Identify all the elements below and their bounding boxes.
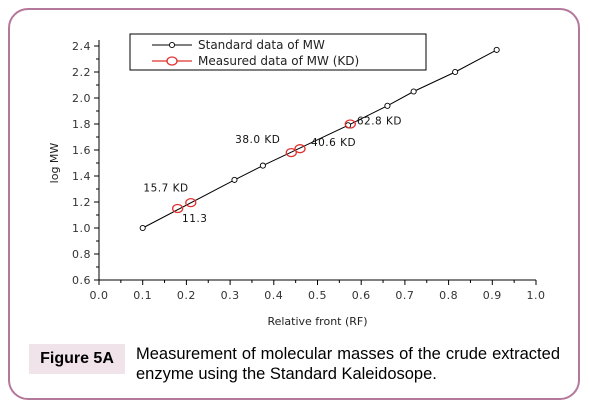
y-tick-label: 1.4 [72, 170, 91, 183]
x-tick-label: 0.2 [177, 289, 196, 302]
y-tick-label: 1.2 [72, 196, 91, 209]
standard-point [259, 162, 266, 169]
x-tick-label: 0.7 [395, 289, 414, 302]
figure-caption: Measurement of molecular masses of the c… [136, 345, 560, 383]
y-tick-label: 2.2 [72, 66, 91, 79]
data-annotation: 11.3 [182, 213, 207, 225]
x-tick-label: 0.0 [90, 289, 109, 302]
legend-label-measured: Measured data of MW (KD) [198, 54, 359, 68]
standard-point [139, 224, 146, 232]
x-tick-label: 0.5 [308, 289, 327, 302]
standard-point [452, 68, 459, 76]
standard-point [410, 88, 417, 95]
measured-point [285, 147, 297, 158]
figure-frame [8, 8, 580, 400]
data-annotation: 62.8 KD [357, 116, 402, 128]
legend-marker-measured [166, 56, 178, 66]
data-annotation: 38.0 KD [235, 134, 280, 146]
y-tick-label: 2.0 [72, 92, 91, 105]
y-tick-label: 0.6 [72, 274, 91, 287]
x-axis-label: Relative front (RF) [267, 315, 367, 328]
legend-box [129, 33, 427, 71]
measured-point [294, 144, 306, 154]
y-tick-label: 0.8 [72, 248, 91, 261]
x-tick-label: 0.8 [439, 289, 458, 302]
data-annotation: 15.7 KD [143, 183, 188, 195]
series-line-standard [142, 49, 497, 229]
y-tick-label: 1.8 [72, 118, 91, 131]
y-axis-label: log MW [48, 143, 61, 184]
x-tick-label: 0.4 [264, 289, 283, 302]
measured-point [185, 197, 197, 208]
legend-label-standard: Standard data of MW [198, 38, 325, 52]
data-annotation: 40.6 KD [311, 137, 356, 149]
standard-point [493, 46, 500, 53]
standard-point [231, 176, 238, 183]
x-tick-label: 1.0 [527, 289, 546, 302]
y-tick-label: 2.4 [72, 40, 91, 53]
x-tick-label: 0.9 [483, 289, 502, 302]
y-tick-label: 1.6 [72, 144, 91, 157]
figure-label: Figure 5A [29, 344, 125, 374]
measured-point [344, 119, 356, 129]
x-tick-label: 0.1 [133, 289, 152, 302]
standard-point [384, 102, 391, 109]
y-tick-label: 1.0 [72, 222, 91, 235]
measured-point [172, 203, 184, 214]
x-tick-label: 0.3 [221, 289, 240, 302]
legend-marker-standard [168, 41, 176, 49]
x-tick-label: 0.6 [352, 289, 371, 302]
